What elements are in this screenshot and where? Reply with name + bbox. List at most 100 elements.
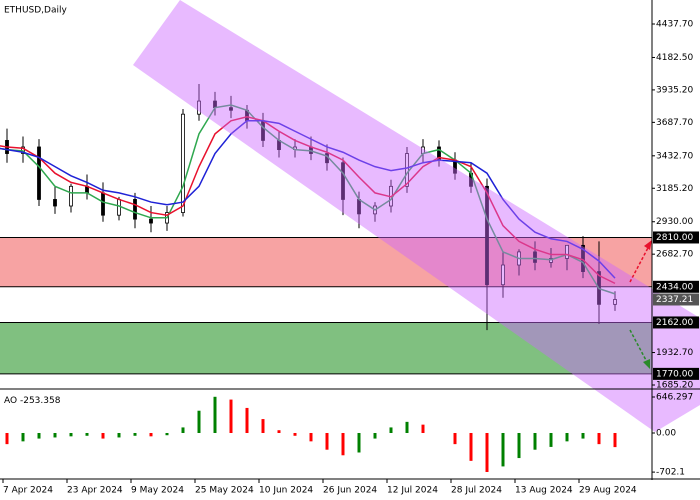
ao-bar	[293, 432, 297, 436]
ao-y-tick-label: -702.1	[656, 468, 685, 478]
ao-bar	[309, 432, 313, 442]
ao-bar	[53, 432, 57, 438]
zone	[0, 237, 652, 287]
moving-average	[0, 116, 616, 285]
up-arrow-head	[644, 240, 652, 250]
x-tick-label: 12 Jul 2024	[387, 486, 438, 496]
ao-bar	[485, 432, 489, 472]
y-tick-label: 4182.50	[656, 53, 693, 63]
candle-body	[149, 218, 153, 224]
ao-bar	[133, 432, 137, 436]
x-tick-label: 25 May 2024	[195, 486, 254, 496]
ao-bar	[453, 432, 457, 445]
ao-bar	[85, 432, 89, 436]
ao-name: AO	[4, 396, 17, 406]
level-label-box	[653, 280, 699, 293]
candle-body	[133, 199, 137, 220]
ao-last-value: -253.358	[20, 396, 61, 406]
ao-bar	[181, 427, 185, 433]
ao-bar	[581, 432, 585, 439]
level-label-box	[653, 316, 699, 329]
y-tick-label: 4437.70	[656, 20, 693, 30]
ao-bar	[549, 432, 553, 447]
ao-bar	[597, 432, 601, 445]
ao-bar	[213, 396, 217, 433]
x-tick-label: 23 Apr 2024	[67, 486, 123, 496]
y-tick-label: 1932.70	[656, 348, 693, 358]
x-tick-label: 26 Jun 2024	[323, 486, 377, 496]
ao-bar	[373, 432, 377, 439]
ao-bar	[245, 407, 249, 433]
down-arrow	[629, 329, 649, 365]
x-tick-label: 13 Aug 2024	[515, 486, 573, 496]
x-tick-label: 28 Jul 2024	[451, 486, 502, 496]
ao-bar	[325, 432, 329, 450]
candle-body	[485, 185, 489, 286]
ao-bar	[405, 421, 409, 433]
zones	[0, 236, 652, 375]
y-tick-label: 3432.70	[656, 151, 693, 161]
candle-body	[37, 146, 41, 200]
y-tick-label: 3185.20	[656, 184, 693, 194]
ao-bar	[21, 432, 25, 442]
candle-body	[581, 244, 585, 272]
ao-bar	[5, 432, 9, 445]
level-label-box	[653, 367, 699, 380]
level-label: 1770.00	[656, 369, 693, 379]
moving-average	[0, 104, 616, 295]
candle-body	[229, 107, 233, 111]
ao-bar	[37, 432, 41, 439]
x-tick-label: 29 Aug 2024	[579, 486, 637, 496]
chart-title: ETHUSD,Daily	[4, 6, 67, 16]
ao-title: AO -253.358	[4, 396, 61, 406]
ao-bar	[469, 432, 473, 461]
ao-bars	[5, 396, 617, 472]
ao-bar	[69, 432, 73, 437]
candles	[0, 84, 617, 331]
trend-channel	[133, 0, 700, 432]
candle-body	[101, 192, 105, 216]
candle-body	[53, 199, 57, 207]
ao-bar	[357, 432, 361, 453]
ao-bar	[277, 430, 281, 433]
ao-bar	[117, 432, 121, 438]
ao-bar	[517, 432, 521, 459]
x-tick-label: 7 Apr 2024	[3, 486, 53, 496]
current-price-box	[653, 293, 699, 306]
candle-body	[565, 244, 569, 259]
candle-body	[501, 264, 505, 286]
candle-body	[533, 251, 537, 263]
ao-bar	[229, 399, 233, 433]
zone	[0, 322, 652, 374]
level-label: 2162.00	[656, 318, 693, 328]
ao-bar	[341, 432, 345, 456]
ao-bar	[613, 432, 617, 448]
level-label: 2434.00	[656, 282, 693, 292]
moving-average	[0, 120, 616, 279]
y-tick-label: 3935.20	[656, 85, 693, 95]
y-tick-label: 2930.00	[656, 217, 693, 227]
candle-body	[613, 299, 617, 305]
y-tick-label: 2682.70	[656, 250, 693, 260]
y-tick-label: 1685.20	[656, 380, 693, 390]
ao-bar	[533, 432, 537, 450]
candle-body	[405, 153, 409, 187]
ao-bar	[501, 432, 505, 467]
current-price-label: 2337.21	[656, 295, 693, 305]
candle-body	[341, 162, 345, 200]
ao-bar	[261, 419, 265, 433]
level-label-box	[653, 231, 699, 244]
ao-bar	[101, 432, 105, 439]
x-tick-label: 9 May 2024	[131, 486, 184, 496]
ao-bar	[421, 424, 425, 433]
ao-bar	[165, 432, 169, 436]
level-label: 2810.00	[656, 233, 693, 243]
candle-body	[181, 113, 185, 213]
ao-bar	[197, 410, 201, 433]
up-arrow	[629, 243, 651, 283]
ao-bar	[565, 432, 569, 442]
ao-bar	[389, 427, 393, 433]
x-tick-label: 10 Jun 2024	[259, 486, 313, 496]
candle-body	[117, 199, 121, 216]
y-tick-label: 3687.70	[656, 118, 693, 128]
